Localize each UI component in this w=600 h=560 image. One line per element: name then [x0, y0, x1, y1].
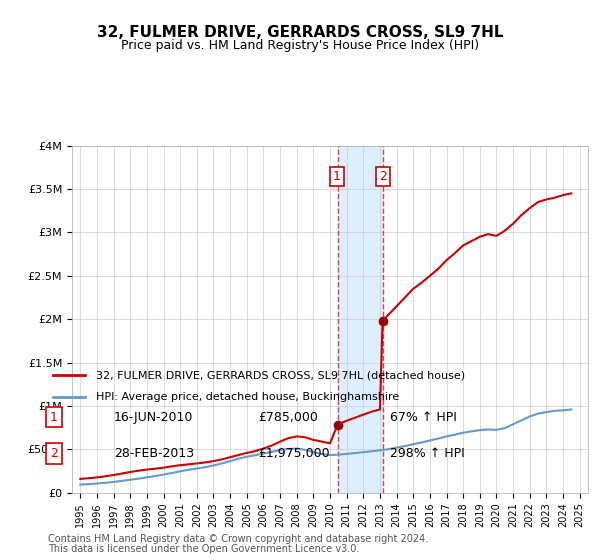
Text: HPI: Average price, detached house, Buckinghamshire: HPI: Average price, detached house, Buck…: [95, 393, 399, 403]
Text: Price paid vs. HM Land Registry's House Price Index (HPI): Price paid vs. HM Land Registry's House …: [121, 39, 479, 52]
Text: £785,000: £785,000: [258, 410, 318, 424]
Text: 1: 1: [50, 410, 58, 424]
Text: 16-JUN-2010: 16-JUN-2010: [114, 410, 193, 424]
Text: 67% ↑ HPI: 67% ↑ HPI: [390, 410, 457, 424]
Text: 32, FULMER DRIVE, GERRARDS CROSS, SL9 7HL: 32, FULMER DRIVE, GERRARDS CROSS, SL9 7H…: [97, 25, 503, 40]
Text: 2: 2: [379, 170, 388, 183]
Text: 2: 2: [50, 447, 58, 460]
Text: 32, FULMER DRIVE, GERRARDS CROSS, SL9 7HL (detached house): 32, FULMER DRIVE, GERRARDS CROSS, SL9 7H…: [95, 370, 464, 380]
Text: 1: 1: [333, 170, 341, 183]
Bar: [338, 146, 383, 493]
Text: This data is licensed under the Open Government Licence v3.0.: This data is licensed under the Open Gov…: [48, 544, 359, 554]
Text: 298% ↑ HPI: 298% ↑ HPI: [390, 447, 465, 460]
Text: Contains HM Land Registry data © Crown copyright and database right 2024.: Contains HM Land Registry data © Crown c…: [48, 534, 428, 544]
Text: £1,975,000: £1,975,000: [258, 447, 329, 460]
Text: 28-FEB-2013: 28-FEB-2013: [114, 447, 194, 460]
